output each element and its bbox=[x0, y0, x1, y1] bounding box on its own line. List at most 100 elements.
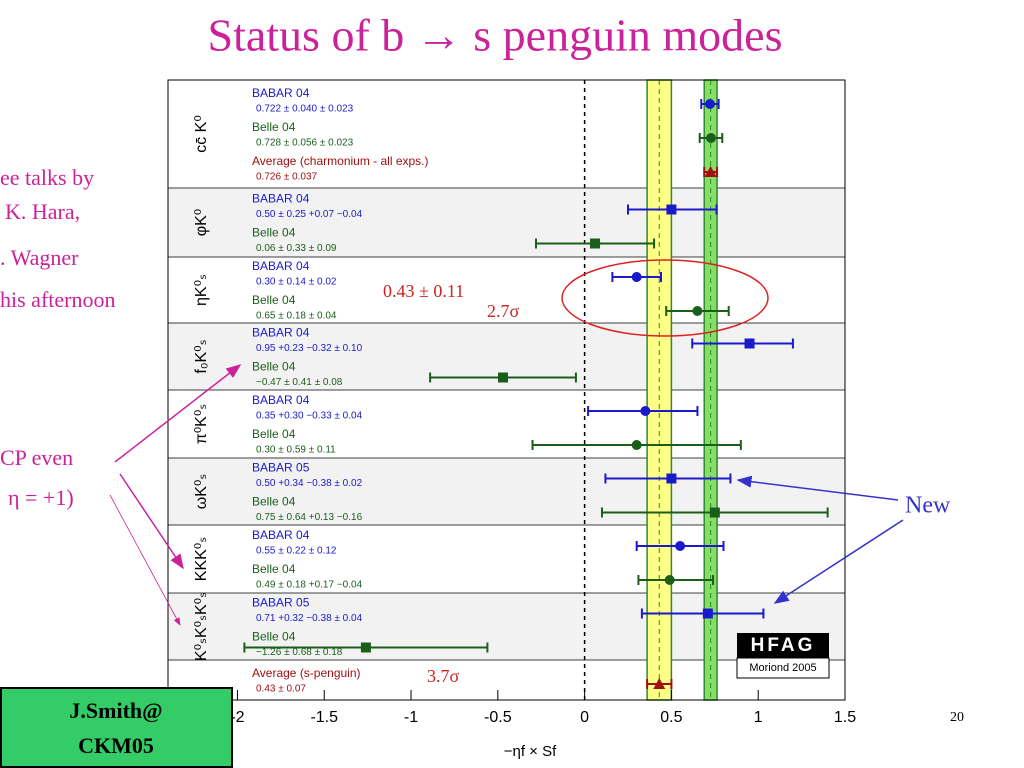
point bbox=[653, 678, 666, 689]
point bbox=[704, 166, 717, 177]
cp-note: CP even bbox=[0, 445, 73, 470]
measurement-label: 0.728 ± 0.056 ± 0.023 bbox=[256, 138, 354, 149]
point bbox=[666, 473, 677, 484]
point bbox=[360, 642, 371, 653]
arrow bbox=[736, 475, 899, 501]
measurement-name: Belle 04 bbox=[252, 427, 296, 441]
measurement-label: 0.55 ± 0.22 ± 0.12 bbox=[256, 546, 337, 557]
author: CKM05 bbox=[78, 733, 154, 758]
measurement-label: 0.95 +0.23 −0.32 ± 0.10 bbox=[256, 343, 363, 354]
point bbox=[705, 133, 716, 143]
measurement-name: BABAR 04 bbox=[252, 192, 310, 206]
row-label: ηK⁰ₛ bbox=[193, 274, 210, 306]
side-note: ee talks by bbox=[0, 165, 94, 190]
row-band bbox=[168, 458, 845, 525]
x-tick-label: -1.5 bbox=[310, 709, 338, 726]
measurement-label: 0.75 ± 0.64 +0.13 −0.16 bbox=[256, 512, 363, 523]
side-note: K. Hara, bbox=[5, 199, 80, 224]
plot-frame bbox=[167, 79, 846, 701]
row-label: f₀K⁰ₛ bbox=[193, 339, 210, 373]
measurement-name: Belle 04 bbox=[252, 120, 296, 134]
point bbox=[631, 440, 642, 450]
measurement-name: BABAR 04 bbox=[252, 86, 310, 100]
x-tick-label: -1 bbox=[404, 709, 418, 726]
row-label: KKK⁰ₛ bbox=[193, 537, 210, 581]
measurement-label: 0.30 ± 0.14 ± 0.02 bbox=[256, 277, 337, 288]
point bbox=[702, 608, 713, 619]
measurement-name: Belle 04 bbox=[252, 630, 296, 644]
slide-title: Status of b → s penguin modes bbox=[208, 10, 783, 61]
point bbox=[666, 204, 677, 215]
row-label: cc̄ K⁰ bbox=[193, 115, 210, 153]
arrow bbox=[119, 473, 184, 570]
hfag-logo: HFAG Moriond 2005 bbox=[736, 633, 830, 679]
cp-note: η = +1) bbox=[8, 485, 74, 510]
logo-subtext: Moriond 2005 bbox=[749, 662, 816, 674]
point bbox=[498, 372, 509, 383]
measurement-name: Belle 04 bbox=[252, 360, 296, 374]
row-label: π⁰K⁰ₛ bbox=[193, 404, 210, 445]
arrow bbox=[114, 364, 242, 463]
measurement-name: BABAR 04 bbox=[252, 259, 310, 273]
point bbox=[744, 338, 755, 349]
row-band bbox=[168, 188, 845, 257]
point bbox=[692, 306, 703, 316]
measurement-name: BABAR 05 bbox=[252, 596, 310, 610]
point bbox=[664, 575, 675, 585]
x-axis-label: −ηf × Sf bbox=[504, 743, 557, 760]
logo-bg bbox=[737, 633, 829, 658]
measurement-label: 0.43 ± 0.07 bbox=[256, 684, 306, 695]
row-label: K⁰ₛK⁰ₛK⁰ₛ bbox=[193, 592, 210, 661]
annotation: 2.7σ bbox=[487, 301, 520, 321]
measurement-name: BABAR 04 bbox=[252, 326, 310, 340]
measurement-label: 0.65 ± 0.18 ± 0.04 bbox=[256, 311, 337, 322]
plot: -2 -1.5 -1 -0.5 0 0.5 1 1.5 −ηf × Sf cc̄ K⁰ BABAR … bbox=[167, 79, 856, 760]
arrow bbox=[109, 494, 181, 626]
side-note: his afternoon bbox=[0, 287, 115, 312]
logo-text: HFAG bbox=[751, 635, 816, 656]
point bbox=[590, 238, 601, 249]
new-note: New bbox=[905, 493, 951, 519]
point bbox=[709, 507, 720, 518]
point bbox=[640, 406, 651, 416]
measurement-label: 0.35 +0.30 −0.33 ± 0.04 bbox=[256, 411, 363, 422]
row-label: φK⁰ bbox=[193, 209, 210, 236]
x-tick-label: 1.5 bbox=[834, 709, 856, 726]
author-box-bg bbox=[0, 687, 233, 768]
measurement-label: 0.50 ± 0.25 +0.07 −0.04 bbox=[256, 209, 363, 220]
measurement-label: 0.06 ± 0.33 ± 0.09 bbox=[256, 243, 337, 254]
x-tick-label: 1 bbox=[754, 709, 763, 726]
measurement-label: 0.722 ± 0.040 ± 0.023 bbox=[256, 104, 354, 115]
annotation: 3.7σ bbox=[427, 666, 460, 686]
measurement-name: Average (charmonium - all exps.) bbox=[252, 154, 429, 168]
new-arrows bbox=[736, 475, 904, 604]
x-tick-label: -0.5 bbox=[484, 709, 512, 726]
measurement-name: BABAR 04 bbox=[252, 393, 310, 407]
author: J.Smith@ bbox=[69, 698, 162, 723]
measurement-label: 0.30 ± 0.59 ± 0.11 bbox=[256, 445, 336, 456]
row-band bbox=[168, 593, 845, 660]
measurement-name: Belle 04 bbox=[252, 495, 296, 509]
measurement-name: BABAR 04 bbox=[252, 528, 310, 542]
x-tick-label: 0.5 bbox=[660, 709, 682, 726]
measurement-name: Average (s-penguin) bbox=[252, 666, 361, 680]
measurement-name: Belle 04 bbox=[252, 293, 296, 307]
point bbox=[631, 272, 642, 282]
side-note: . Wagner bbox=[0, 245, 79, 270]
measurement-label: −0.47 ± 0.41 ± 0.08 bbox=[256, 377, 343, 388]
measurement-label: 0.71 +0.32 −0.38 ± 0.04 bbox=[256, 613, 363, 624]
point bbox=[675, 541, 686, 551]
page-number: 20 bbox=[950, 710, 964, 725]
measurement-label: −1.26 ± 0.68 ± 0.18 bbox=[256, 647, 343, 658]
point bbox=[704, 99, 715, 109]
measurement-name: BABAR 05 bbox=[252, 461, 310, 475]
measurement-label: 0.50 +0.34 −0.38 ± 0.02 bbox=[256, 478, 363, 489]
arrow bbox=[773, 519, 904, 604]
measurement-name: Belle 04 bbox=[252, 562, 296, 576]
highlight-ellipse bbox=[561, 259, 769, 337]
side-notes: ee talks by K. Hara, . Wagner his aftern… bbox=[0, 165, 115, 510]
measurement-name: Belle 04 bbox=[252, 226, 296, 240]
x-tick-label: -2 bbox=[230, 709, 244, 726]
